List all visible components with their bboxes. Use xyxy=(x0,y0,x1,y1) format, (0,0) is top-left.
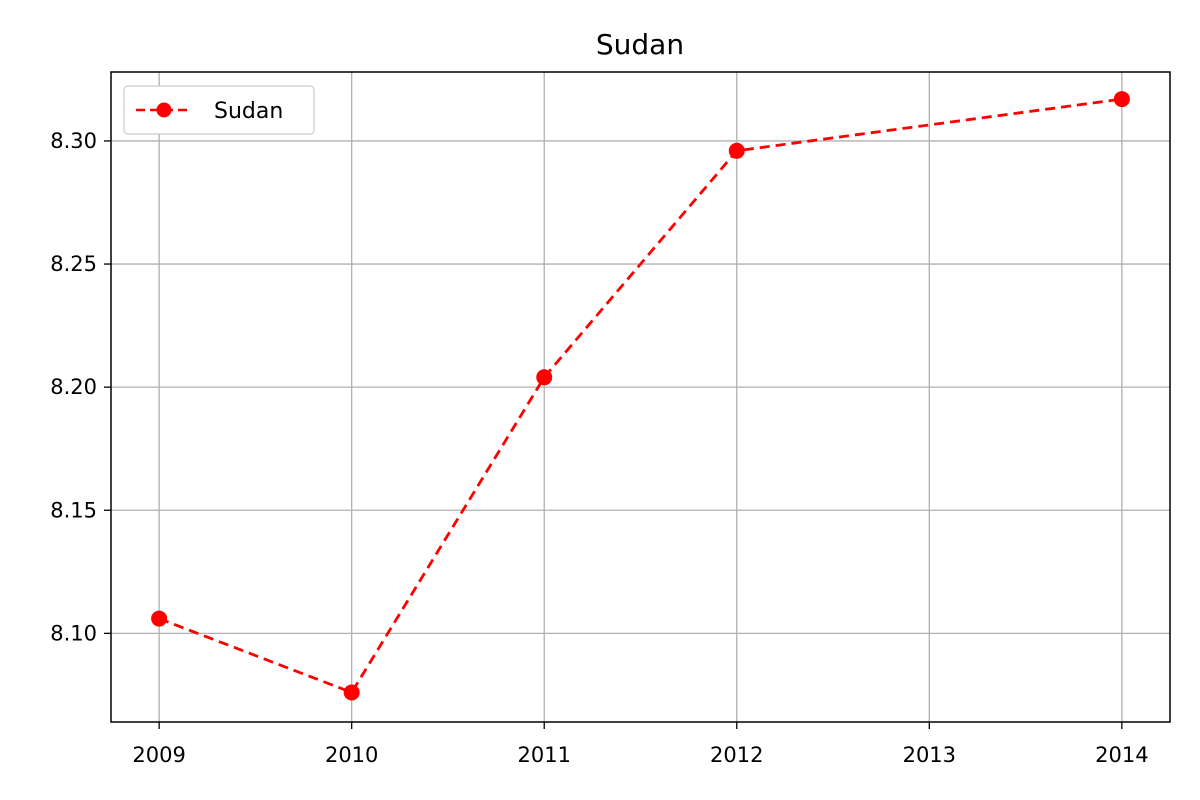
y-tick-label: 8.10 xyxy=(50,621,97,645)
y-axis: 8.10 8.15 8.20 8.25 8.30 xyxy=(50,129,111,645)
y-tick-label: 8.20 xyxy=(50,375,97,399)
x-tick-label: 2012 xyxy=(710,743,763,767)
plot-area-frame xyxy=(110,71,1171,723)
data-point xyxy=(151,610,168,627)
x-tick-label: 2011 xyxy=(518,743,571,767)
y-tick-label: 8.15 xyxy=(50,498,97,522)
series-layer xyxy=(151,91,1130,701)
x-axis: 2009 2010 2011 2012 2013 2014 xyxy=(132,722,1149,767)
legend: Sudan xyxy=(123,85,315,135)
legend-marker-swatch xyxy=(156,102,172,118)
x-tick-label: 2009 xyxy=(132,743,185,767)
data-point xyxy=(536,369,553,386)
legend-label: Sudan xyxy=(214,99,283,124)
chart-title: Sudan xyxy=(596,28,684,61)
data-point xyxy=(1113,91,1130,108)
x-tick-label: 2013 xyxy=(903,743,956,767)
legend-box xyxy=(123,85,315,135)
data-point xyxy=(728,142,745,159)
y-tick-label: 8.25 xyxy=(50,252,97,276)
x-tick-label: 2014 xyxy=(1095,743,1148,767)
y-tick-label: 8.30 xyxy=(50,129,97,153)
x-tick-label: 2010 xyxy=(325,743,378,767)
series-line-sudan xyxy=(158,97,1123,694)
data-point xyxy=(343,684,360,701)
